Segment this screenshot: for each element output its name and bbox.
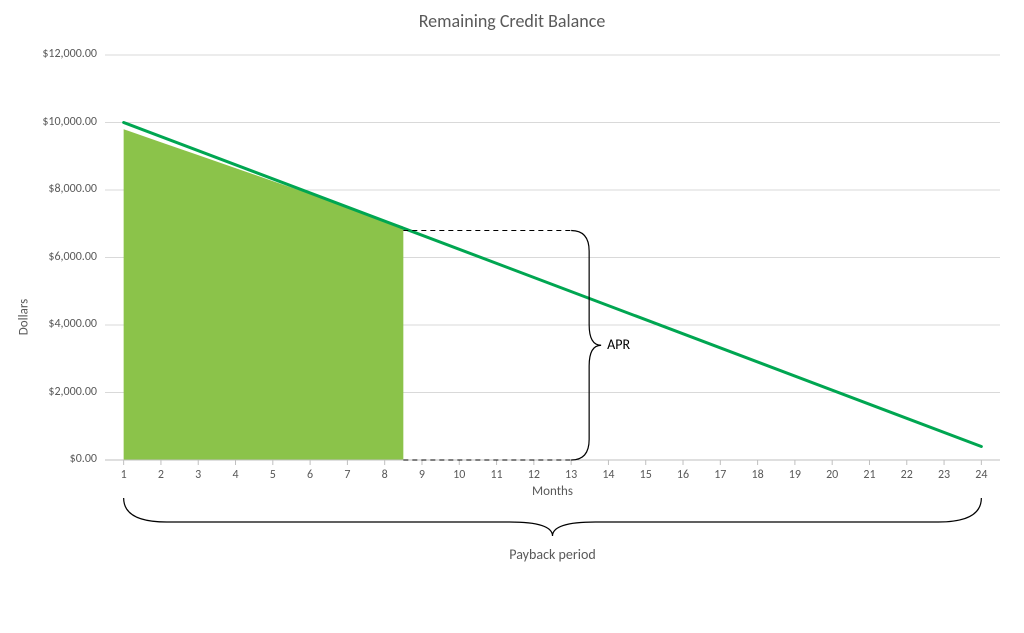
x-tick-label: 14: [598, 468, 618, 482]
y-tick-label: $8,000.00: [25, 182, 97, 196]
y-tick-label: $6,000.00: [25, 250, 97, 264]
x-tick-label: 18: [748, 468, 768, 482]
x-tick-label: 22: [897, 468, 917, 482]
x-tick-label: 7: [337, 468, 357, 482]
y-tick-label: $0.00: [25, 452, 97, 466]
y-tick-label: $2,000.00: [25, 385, 97, 399]
x-tick-label: 6: [300, 468, 320, 482]
x-tick-label: 13: [561, 468, 581, 482]
x-tick-label: 10: [449, 468, 469, 482]
x-tick-label: 1: [114, 468, 134, 482]
payback-period-label: Payback period: [493, 546, 613, 563]
area-series: [124, 129, 404, 460]
x-tick-label: 9: [412, 468, 432, 482]
y-axis-label: Dollars: [17, 298, 32, 334]
x-tick-label: 3: [188, 468, 208, 482]
apr-brace: [571, 231, 601, 461]
y-tick-label: $10,000.00: [25, 115, 97, 129]
x-tick-label: 24: [971, 468, 991, 482]
x-tick-label: 23: [934, 468, 954, 482]
x-tick-label: 16: [673, 468, 693, 482]
x-tick-label: 4: [226, 468, 246, 482]
payback-brace: [124, 498, 982, 536]
x-tick-label: 21: [859, 468, 879, 482]
x-tick-label: 20: [822, 468, 842, 482]
chart-container: Remaining Credit Balance $0.00$2,000.00$…: [0, 0, 1024, 633]
y-tick-label: $12,000.00: [25, 47, 97, 61]
x-tick-label: 15: [636, 468, 656, 482]
x-tick-label: 8: [375, 468, 395, 482]
x-tick-label: 2: [151, 468, 171, 482]
x-tick-label: 17: [710, 468, 730, 482]
chart-svg: [0, 0, 1024, 633]
x-tick-label: 11: [487, 468, 507, 482]
x-axis-label: Months: [523, 484, 583, 499]
x-tick-label: 19: [785, 468, 805, 482]
x-tick-label: 12: [524, 468, 544, 482]
y-tick-label: $4,000.00: [25, 317, 97, 331]
apr-label: APR: [607, 336, 630, 353]
x-tick-label: 5: [263, 468, 283, 482]
